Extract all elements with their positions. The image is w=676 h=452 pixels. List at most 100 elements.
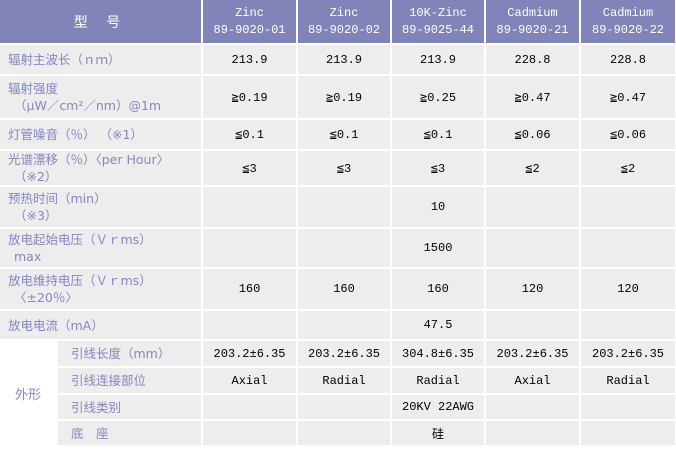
- column-name: Cadmium: [602, 5, 654, 20]
- spec-value-cell: ≧0.19: [297, 75, 393, 120]
- outline-row: 引线类别 20KV 22AWG: [0, 394, 676, 421]
- spec-value-cell: [297, 420, 393, 447]
- row-label-text: 放电起始电压（Ｖｒms）: [8, 232, 152, 247]
- spec-value-cell: ≧0.47: [485, 75, 582, 120]
- column-header-10k-zinc-44: 10K-Zinc 89-9025-44: [391, 0, 487, 45]
- spec-value-cell: 203.2±6.35: [297, 340, 393, 368]
- spec-value-cell: 10: [391, 186, 487, 229]
- spec-value-cell: [580, 228, 676, 269]
- spec-value-cell: [485, 186, 582, 229]
- row-label-text: 放电维持电压（Ｖｒms）: [8, 273, 152, 288]
- row-label-note: 〈±20％〉: [14, 290, 78, 305]
- spec-value-cell: [202, 420, 299, 447]
- spec-value-cell: 213.9: [202, 44, 299, 76]
- row-label-text: 辐射主波长（ｎｍ）: [8, 52, 121, 67]
- row-label-note: max: [14, 249, 42, 264]
- spec-row: 放电维持电压（Ｖｒms） 〈±20％〉 160 160 160 120 120: [0, 268, 676, 311]
- spec-value-cell: 20KV 22AWG: [391, 394, 487, 421]
- outline-row: 外形 引线长度（mm） 203.2±6.35 203.2±6.35 304.8±6.35…: [0, 340, 676, 447]
- column-name: Zinc: [235, 5, 264, 20]
- row-label-text: 辐射强度: [8, 81, 59, 96]
- spec-value-cell: [580, 394, 676, 421]
- spec-row: 光谱漂移（％）〈per Hour〉 （※2） ≦3 ≦3 ≦3 ≦2 ≦2: [0, 150, 676, 187]
- spec-value-cell: Radial: [580, 367, 676, 395]
- outline-row: 底 座硅: [0, 420, 676, 447]
- header-row: 型 号 Zinc 89-9020-01 Zinc 89-9020-02 10K-…: [0, 0, 676, 45]
- table-header: 型 号 Zinc 89-9020-01 Zinc 89-9020-02 10K-…: [0, 0, 676, 45]
- column-part-number: 89-9020-22: [592, 22, 665, 37]
- row-label-text: 放电电流（mA）: [8, 317, 104, 333]
- spec-value-cell: ≧0.25: [391, 75, 487, 120]
- row-label-text: 引线长度（mm）: [71, 346, 171, 361]
- column-name: 10K-Zinc: [409, 5, 467, 20]
- spec-value-cell: [297, 310, 393, 341]
- spec-value-cell: ≦0.06: [485, 119, 582, 151]
- spec-value-cell: 160: [297, 268, 393, 311]
- row-label: 辐射主波长（ｎｍ）: [0, 44, 204, 76]
- outline-row: 引线连接部位 Axial Radial Radial Axial Radial: [0, 367, 676, 395]
- column-header-zinc-02: Zinc 89-9020-02: [297, 0, 393, 45]
- spec-value-cell: [202, 394, 299, 421]
- spec-value-cell: ≦0.06: [580, 119, 676, 151]
- spec-value-cell: 213.9: [391, 44, 487, 76]
- spec-value-cell: 160: [391, 268, 487, 311]
- column-part-number: 89-9020-01: [213, 22, 286, 37]
- column-part-number: 89-9025-44: [402, 22, 475, 37]
- row-label-text: 引线连接部位: [71, 373, 147, 388]
- spec-value-cell: [202, 186, 299, 229]
- row-label-text: 预热时间（min）: [8, 191, 107, 206]
- spec-value-cell: ≦3: [297, 150, 393, 187]
- column-name: Zinc: [329, 5, 359, 20]
- row-label: 引线连接部位: [57, 367, 204, 395]
- spec-value-cell: Radial: [391, 367, 487, 395]
- spec-value-cell: 160: [202, 268, 299, 311]
- column-header-cadmium-22: Cadmium 89-9020-22: [580, 0, 676, 45]
- spec-value-cell: [297, 186, 393, 229]
- spec-row: 预热时间（min） （※3） 10: [0, 186, 676, 229]
- spec-value-cell: 硅: [391, 420, 487, 447]
- spec-value-cell: Axial: [202, 367, 299, 395]
- spec-value-cell: ≦3: [202, 150, 299, 187]
- spec-row: 辐射强度 （μW／cm²／nm）@1m ≧0.19 ≧0.19 ≧0.25 ≧0.47 ≧0…: [0, 75, 676, 120]
- spec-value-cell: [202, 228, 299, 269]
- spec-value-cell: ≦0.1: [202, 119, 299, 151]
- column-header-cadmium-21: Cadmium 89-9020-21: [485, 0, 582, 45]
- row-label-note: （μW／cm²／nm）@1m: [14, 98, 162, 113]
- model-header-cell: 型 号: [0, 0, 204, 45]
- spec-value-cell: Axial: [485, 367, 582, 395]
- row-label-text: 灯管噪音（％） （※1）: [8, 127, 143, 142]
- spec-value-cell: 120: [485, 268, 582, 311]
- spec-value-cell: ≧0.19: [202, 75, 299, 120]
- spec-value-cell: [485, 310, 582, 341]
- row-label: 放电维持电压（Ｖｒms） 〈±20％〉: [0, 268, 204, 311]
- row-label: 放电电流（mA）: [0, 310, 204, 341]
- spec-value-cell: 228.8: [580, 44, 676, 76]
- row-label: 引线类别: [57, 394, 204, 421]
- row-label-note: （※2）: [14, 169, 58, 184]
- spec-value-cell: [297, 228, 393, 269]
- spec-value-cell: [485, 420, 582, 447]
- row-label-text: 底 座: [71, 425, 109, 441]
- spec-value-cell: ≦0.1: [391, 119, 487, 151]
- spec-value-cell: [485, 228, 582, 269]
- column-part-number: 89-9020-02: [308, 22, 381, 37]
- column-name: Cadmium: [507, 5, 558, 20]
- row-label: 引线长度（mm）: [57, 340, 204, 368]
- spec-value-cell: 1500: [391, 228, 487, 269]
- spec-value-cell: ≦2: [580, 150, 676, 187]
- row-label-text: 引线类别: [71, 399, 122, 415]
- row-label: 预热时间（min） （※3）: [0, 186, 204, 229]
- table-body: 辐射主波长（ｎｍ） 213.9 213.9 213.9 228.8 228.8 辐射强度 （μ…: [0, 44, 676, 447]
- row-label: 光谱漂移（％）〈per Hour〉 （※2）: [0, 150, 204, 187]
- spec-value-cell: [202, 310, 299, 341]
- model-header-label: 型 号: [73, 14, 128, 31]
- spec-value-cell: 228.8: [485, 44, 582, 76]
- spec-value-cell: Radial: [297, 367, 393, 395]
- spec-row: 灯管噪音（％） （※1） ≦0.1 ≦0.1 ≦0.1 ≦0.06 ≦0.06: [0, 119, 676, 151]
- spec-value-cell: 203.2±6.35: [485, 340, 582, 368]
- outline-group-label: 外形: [0, 340, 58, 447]
- spec-value-cell: [580, 420, 676, 447]
- spec-value-cell: ≦0.1: [297, 119, 393, 151]
- row-label: 辐射强度 （μW／cm²／nm）@1m: [0, 75, 204, 120]
